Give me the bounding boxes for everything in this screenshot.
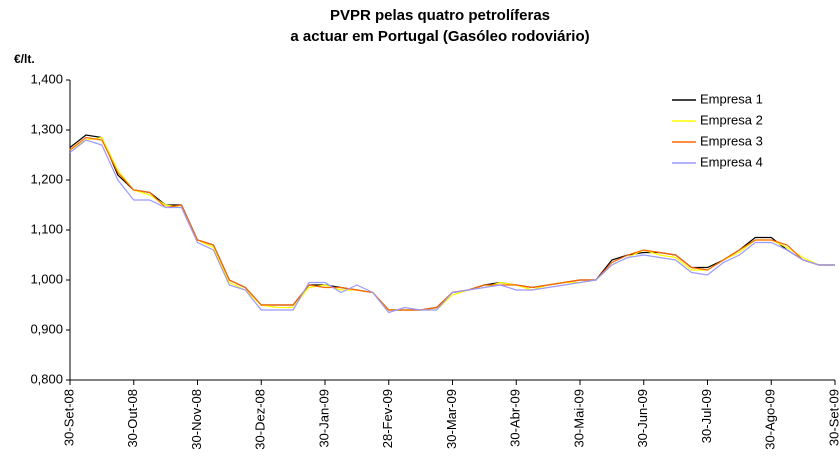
x-tick-label: 30-Mar-09: [444, 389, 459, 449]
x-tick-label: 30-Dez-08: [253, 389, 268, 450]
y-tick-label: 1,300: [30, 121, 63, 136]
x-tick-label: 30-Abr-09: [508, 389, 523, 447]
y-tick-label: 0,800: [30, 371, 63, 386]
x-tick-label: 30-Nov-08: [189, 389, 204, 450]
chart-subtitle: a actuar em Portugal (Gasóleo rodoviário…: [290, 28, 589, 45]
chart-title: PVPR pelas quatro petrolíferas: [330, 7, 550, 24]
x-tick-label: 30-Jan-09: [316, 389, 331, 448]
y-tick-label: 0,900: [30, 321, 63, 336]
x-tick-label: 30-Out-08: [125, 389, 140, 448]
x-tick-label: 30-Mai-09: [571, 389, 586, 448]
y-tick-label: 1,200: [30, 171, 63, 186]
legend-label: Empresa 1: [700, 91, 763, 106]
x-tick-label: 30-Jun-09: [635, 389, 650, 448]
y-tick-label: 1,400: [30, 71, 63, 86]
series-line: [69, 139, 835, 314]
y-axis-title: €/lt.: [14, 52, 35, 66]
legend-label: Empresa 2: [700, 112, 763, 127]
y-tick-label: 1,000: [30, 271, 63, 286]
x-tick-label: 28-Fev-09: [380, 389, 395, 448]
x-tick-label: 30-Set-09: [826, 389, 840, 446]
legend-label: Empresa 3: [700, 133, 763, 148]
legend-label: Empresa 4: [700, 154, 763, 169]
x-tick-label: 30-Jul-09: [699, 389, 714, 443]
y-tick-label: 1,100: [30, 221, 63, 236]
x-tick-label: 30-Set-08: [61, 389, 76, 446]
x-tick-label: 30-Ago-09: [763, 389, 778, 450]
